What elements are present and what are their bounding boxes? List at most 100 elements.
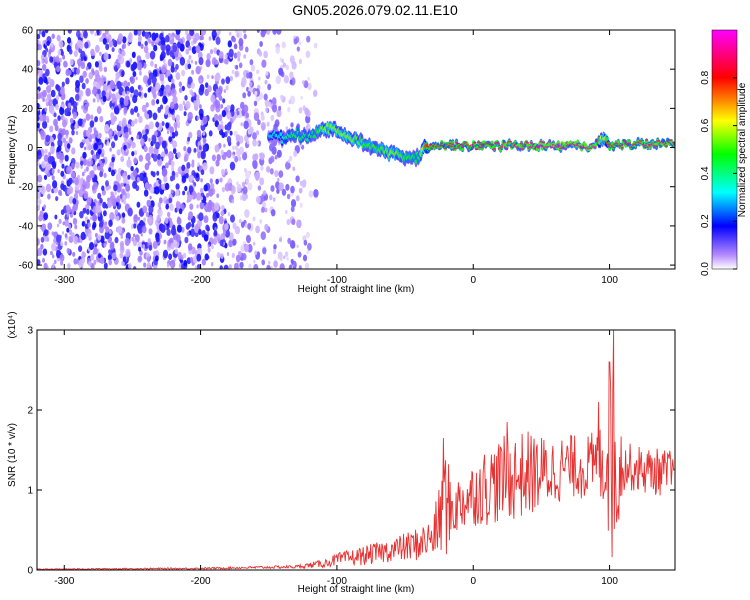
noise-speck	[56, 85, 61, 92]
noise-speck	[158, 179, 162, 185]
noise-speck	[188, 185, 194, 193]
noise-speck	[89, 138, 92, 143]
noise-speck	[148, 205, 154, 214]
noise-speck	[185, 40, 190, 48]
noise-speck	[118, 120, 122, 127]
snr-x-axis: -300 -200 -100 0 100	[54, 330, 618, 587]
noise-speck	[133, 233, 136, 238]
noise-speck	[160, 84, 165, 92]
noise-speck	[145, 152, 151, 162]
noise-speck	[85, 78, 89, 84]
noise-speck	[137, 241, 142, 249]
y-tick-label: 3	[27, 326, 33, 337]
noise-speck	[38, 198, 42, 205]
noise-speck	[77, 238, 81, 243]
noise-speck	[293, 38, 298, 45]
noise-speck	[97, 166, 100, 171]
noise-speck	[57, 49, 62, 56]
noise-speck	[103, 262, 108, 269]
noise-speck	[92, 80, 97, 87]
trace-mark	[559, 147, 563, 150]
noise-speck	[268, 101, 272, 108]
noise-speck	[218, 94, 223, 101]
noise-speck	[93, 52, 96, 56]
noise-speck	[111, 98, 115, 104]
noise-speck	[89, 120, 95, 128]
noise-speck	[175, 72, 181, 81]
noise-speck	[250, 64, 256, 72]
noise-speck	[183, 111, 187, 116]
noise-speck	[42, 248, 48, 256]
noise-speck	[235, 30, 238, 33]
noise-speck	[62, 54, 66, 60]
noise-speck	[37, 149, 42, 156]
noise-speck	[110, 169, 116, 177]
noise-speck	[44, 30, 49, 34]
noise-speck	[205, 224, 210, 231]
noise-speck	[195, 192, 202, 201]
noise-speck	[82, 151, 87, 159]
noise-speck	[257, 119, 261, 126]
noise-speck	[85, 87, 91, 97]
noise-speck	[162, 249, 169, 259]
noise-speck	[63, 116, 66, 121]
noise-speck	[116, 62, 121, 69]
noise-speck	[99, 115, 104, 123]
noise-speck	[132, 239, 138, 247]
noise-speck	[73, 50, 78, 58]
figure-title: GN05.2026.079.02.11.E10	[292, 2, 458, 18]
noise-speck	[121, 188, 126, 196]
noise-speck	[191, 162, 195, 168]
trace-mark	[500, 146, 504, 148]
noise-speck	[84, 41, 89, 49]
noise-speck	[183, 146, 187, 152]
noise-speck	[201, 258, 206, 266]
noise-speck	[68, 224, 71, 229]
trace-mark	[454, 141, 459, 144]
noise-speck	[113, 134, 118, 141]
noise-speck	[165, 122, 170, 129]
noise-speck	[199, 35, 203, 41]
noise-speck	[176, 41, 181, 49]
noise-speck	[206, 74, 210, 80]
noise-speck	[144, 182, 149, 189]
noise-speck	[131, 64, 136, 71]
noise-speck	[115, 173, 122, 183]
noise-speck	[150, 60, 154, 67]
noise-speck	[126, 159, 132, 168]
noise-speck	[119, 252, 124, 259]
x-tick-label: -200	[191, 275, 211, 286]
frequency-trace	[267, 120, 675, 168]
noise-speck	[306, 35, 311, 43]
noise-speck	[60, 170, 65, 177]
noise-speck	[84, 228, 88, 233]
noise-speck	[218, 216, 224, 225]
noise-speck	[146, 262, 151, 269]
noise-speck	[51, 242, 57, 252]
noise-speck	[47, 165, 51, 170]
noise-speck	[204, 253, 209, 261]
noise-speck	[126, 60, 131, 68]
noise-speck	[103, 210, 107, 217]
noise-speck	[293, 150, 298, 157]
trace-mark	[477, 141, 481, 144]
noise-speck	[210, 262, 214, 267]
noise-speck	[264, 207, 268, 213]
noise-speck	[53, 238, 57, 244]
noise-speck	[155, 141, 160, 150]
y-tick-label: 0	[27, 566, 33, 577]
noise-speck	[110, 112, 115, 119]
noise-speck	[110, 117, 115, 126]
trace-mark	[518, 147, 522, 150]
noise-speck	[171, 78, 175, 85]
noise-speck	[124, 237, 130, 247]
noise-speck	[137, 225, 143, 234]
noise-speck	[203, 234, 209, 242]
noise-speck	[114, 85, 118, 90]
noise-speck	[275, 75, 281, 85]
noise-speck	[51, 231, 55, 236]
noise-speck	[236, 181, 239, 186]
noise-speck	[240, 101, 245, 110]
noise-speck	[207, 244, 210, 248]
noise-speck	[184, 153, 189, 162]
